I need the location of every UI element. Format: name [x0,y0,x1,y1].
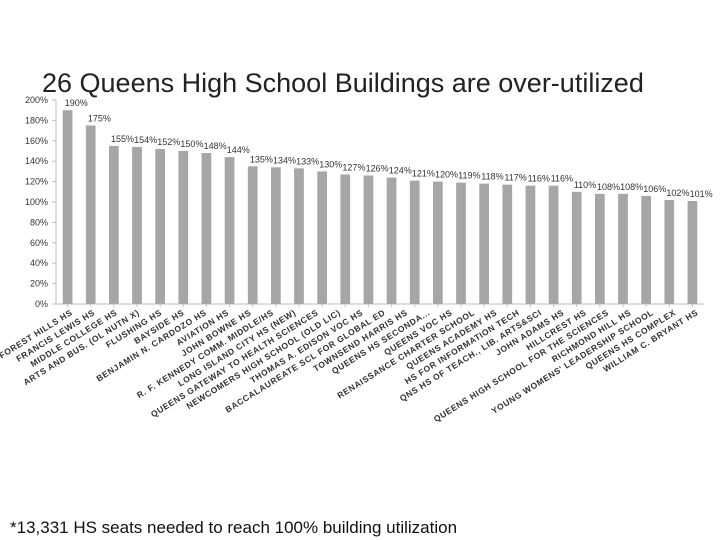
data-label: 116% [551,174,573,184]
data-label: 130% [319,159,342,169]
bar [270,167,281,304]
data-label: 135% [250,154,273,164]
data-label: 108% [597,182,620,192]
bar [178,151,189,304]
bar [479,183,490,304]
y-tick-label: 80% [30,217,48,227]
bar [502,184,513,304]
data-label: 101% [690,189,713,199]
bars-group [62,110,698,307]
bar [108,145,119,304]
bar [224,157,235,304]
data-label: 106% [643,184,666,194]
y-tick-label: 120% [25,177,48,187]
data-label: 144% [227,145,250,155]
data-label: 148% [204,141,227,151]
y-tick-label: 0% [35,299,48,309]
bar [294,168,304,304]
data-label: 190% [65,98,88,108]
y-tick-label: 140% [25,156,48,166]
footnote: *13,331 HS seats needed to reach 100% bu… [10,518,457,537]
y-tick-label: 20% [30,279,48,289]
bar [571,191,582,304]
bar [62,110,73,304]
data-label: 175% [88,114,111,124]
bar [201,153,212,304]
data-label: 124% [389,166,412,176]
bar [687,200,698,304]
bar [386,177,397,304]
data-label: 118% [481,172,503,182]
data-label: 155% [111,134,134,144]
data-label: 119% [458,171,480,181]
y-tick-label: 200% [25,95,48,105]
chart-title: 26 Queens High School Buildings are over… [42,68,644,98]
bar [525,185,536,304]
data-label: 126% [366,163,389,173]
data-label: 127% [342,162,365,172]
bar [432,181,443,304]
bar [409,180,420,304]
data-label: 120% [435,170,458,180]
bar [456,182,466,304]
y-axis-ticks: 0% 20% 40% 60% 80% 100% 120% 140% 160% 180% 200% [25,95,56,309]
bar [548,185,559,304]
data-label: 154% [134,135,157,145]
data-label: 121% [412,169,435,179]
bar [85,125,96,304]
data-label: 150% [180,139,203,149]
bar [132,146,142,304]
y-tick-label: 60% [30,238,48,248]
data-labels-group: 190%175%155% 154% 152% 150% 148% 144%135% 134%… [65,98,713,199]
data-label: 102% [666,188,689,198]
bar [618,193,628,304]
y-tick-label: 100% [25,197,48,207]
y-tick-label: 180% [25,115,48,125]
bar [247,166,258,304]
y-tick-label: 40% [30,258,48,268]
data-label: 108% [620,182,643,192]
bar [363,175,374,304]
bar [340,174,351,304]
bar [641,195,652,304]
data-label: 117% [504,173,526,183]
data-label: 116% [528,174,550,184]
y-tick-label: 160% [25,136,48,146]
bar [664,199,675,304]
bar [594,193,605,304]
bar [317,171,328,304]
data-label: 133% [296,156,319,166]
data-label: 110% [574,180,596,190]
bar [155,148,166,304]
data-label: 134% [273,155,296,165]
data-label: 152% [157,137,180,147]
